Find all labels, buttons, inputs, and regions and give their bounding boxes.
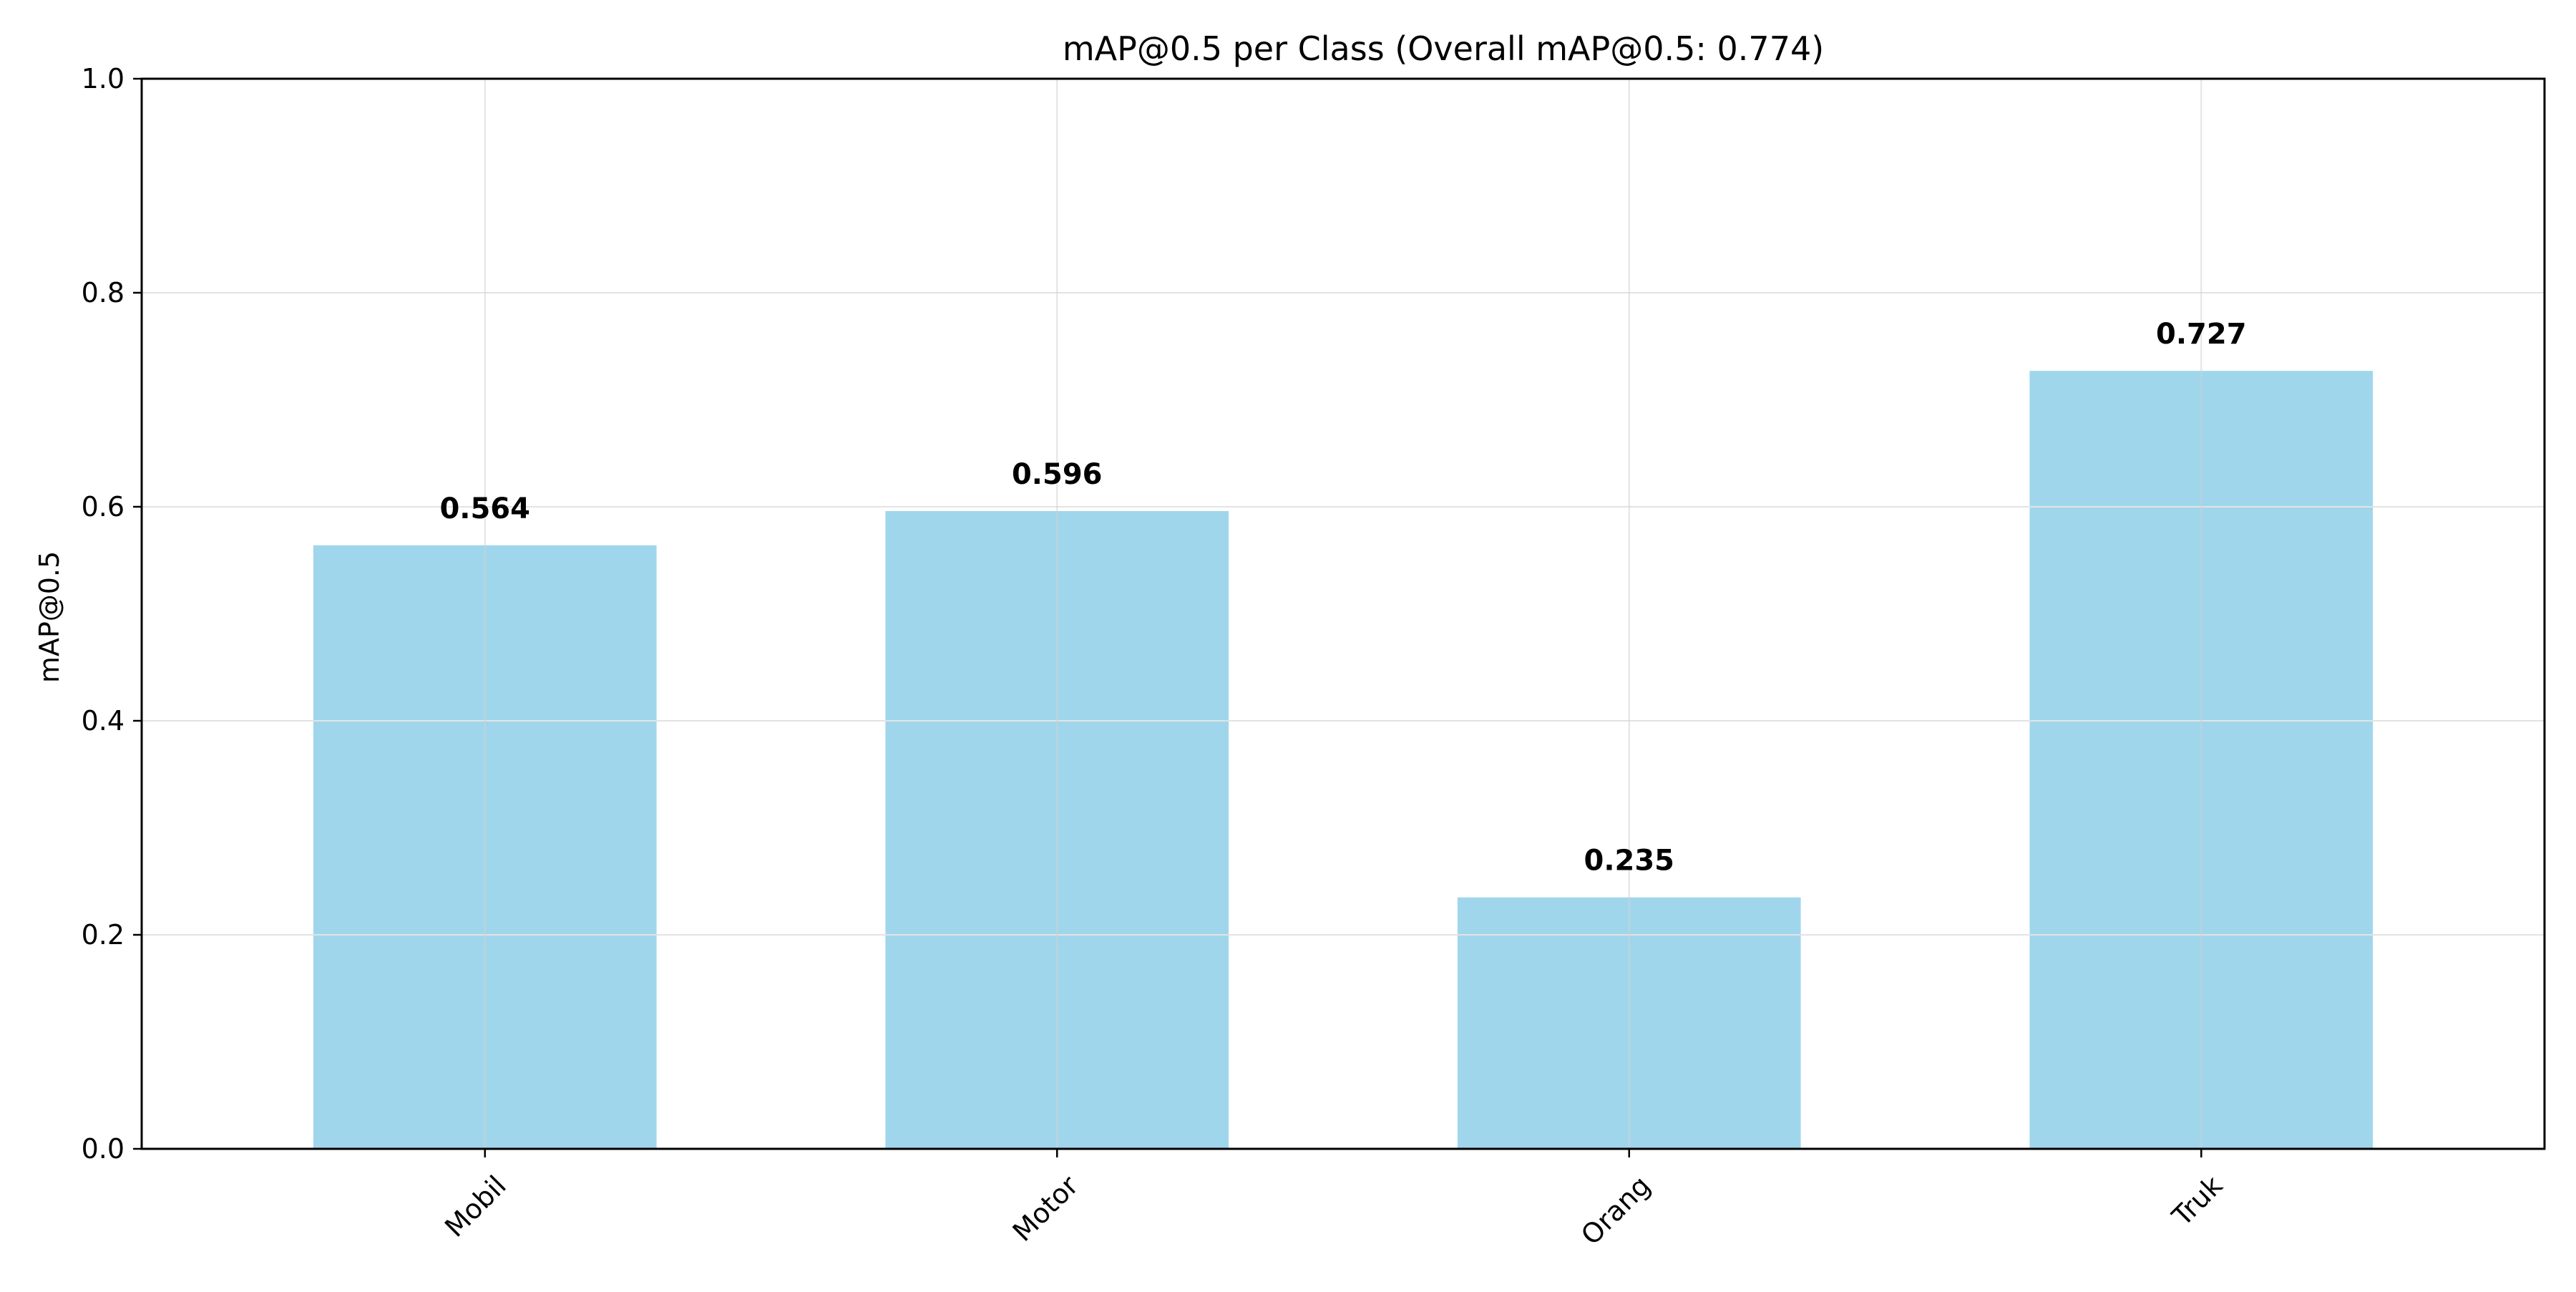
y-tick-label: 0.6 <box>82 491 125 523</box>
y-tick-label: 1.0 <box>82 63 125 94</box>
value-label: 0.727 <box>2156 318 2247 351</box>
value-label: 0.235 <box>1584 845 1674 878</box>
y-tick-label: 0.4 <box>82 705 125 737</box>
plot-frame <box>140 77 2546 1150</box>
value-label: 0.596 <box>1012 458 1103 491</box>
y-axis-label: mAP@0.5 <box>34 551 65 683</box>
value-label: 0.564 <box>439 492 530 525</box>
y-tick-label: 0.8 <box>82 277 125 309</box>
chart-title: mAP@0.5 per Class (Overall mAP@0.5: 0.77… <box>1063 29 1824 68</box>
y-tick-label: 0.2 <box>82 919 125 951</box>
value-labels: 0.564 0.596 0.235 0.727 <box>439 318 2246 878</box>
y-tick-label: 0.0 <box>82 1133 125 1165</box>
